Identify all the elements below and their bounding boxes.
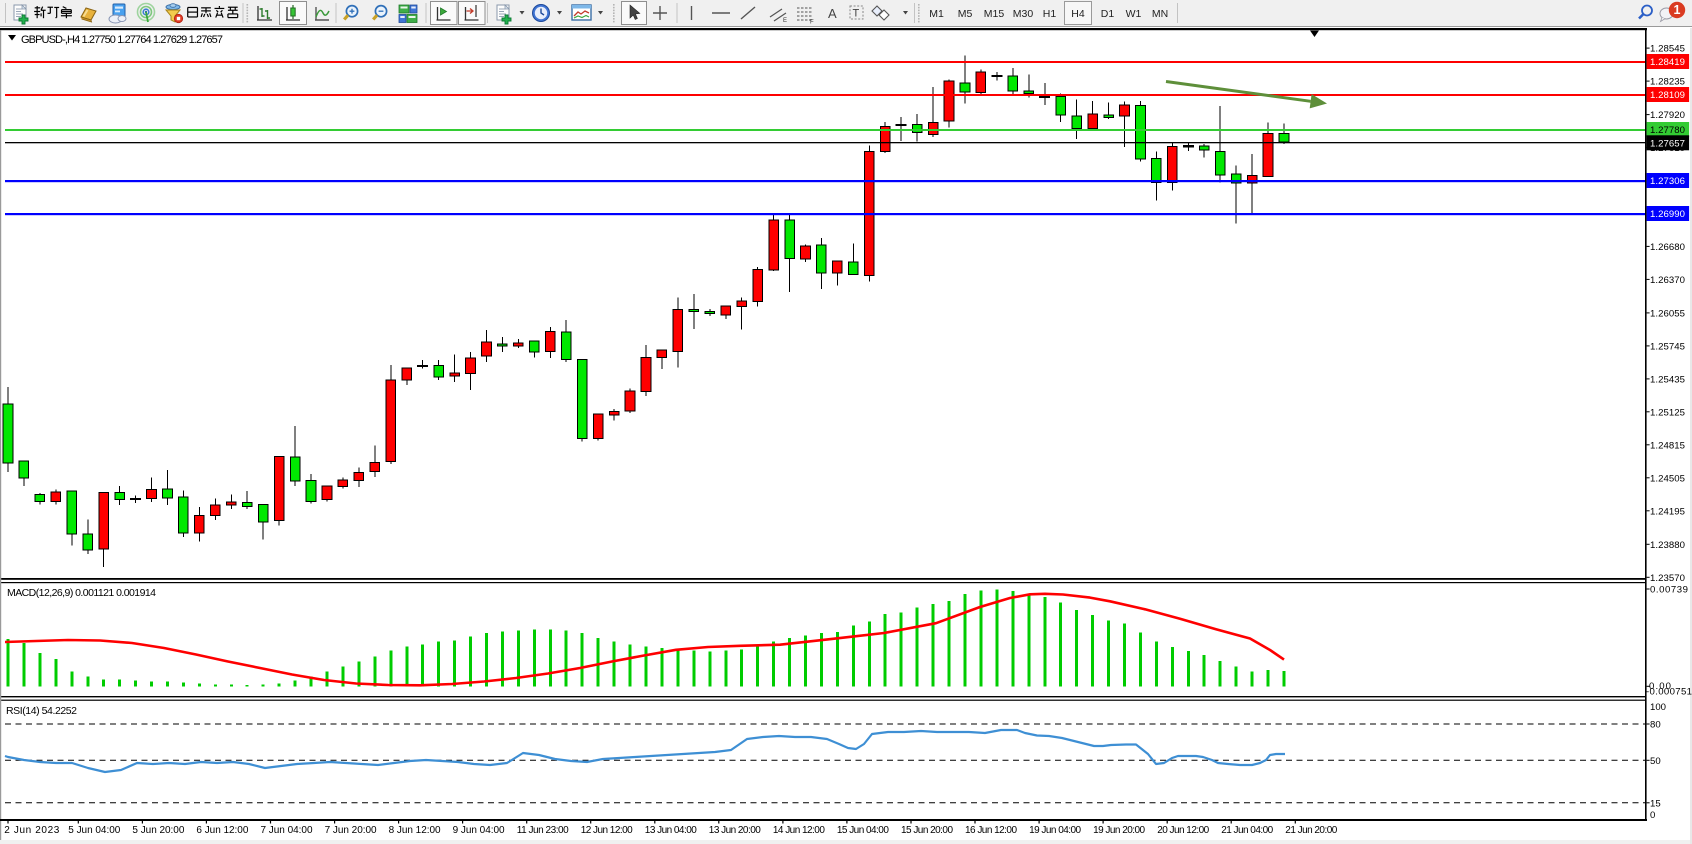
svg-text:21 Jun 04:00: 21 Jun 04:00 bbox=[1221, 825, 1273, 836]
svg-text:MN: MN bbox=[1152, 8, 1168, 20]
svg-text:1.26370: 1.26370 bbox=[1650, 275, 1685, 286]
svg-text:1.28235: 1.28235 bbox=[1650, 77, 1685, 88]
svg-text:6 Jun 12:00: 6 Jun 12:00 bbox=[196, 825, 248, 836]
svg-text:19 Jun 04:00: 19 Jun 04:00 bbox=[1029, 825, 1081, 836]
svg-text:1.27780: 1.27780 bbox=[1650, 125, 1685, 136]
svg-text:D1: D1 bbox=[1101, 8, 1115, 20]
svg-text:E: E bbox=[783, 18, 787, 24]
svg-text:1.24195: 1.24195 bbox=[1650, 506, 1685, 517]
svg-text:7 Jun 20:00: 7 Jun 20:00 bbox=[325, 825, 377, 836]
svg-text:80: 80 bbox=[1650, 720, 1661, 731]
svg-text:50: 50 bbox=[1650, 756, 1661, 767]
svg-text:1.28545: 1.28545 bbox=[1650, 44, 1685, 55]
svg-text:2 Jun 2023: 2 Jun 2023 bbox=[4, 825, 59, 836]
svg-text:0.00739: 0.00739 bbox=[1650, 585, 1688, 596]
svg-text:1.24815: 1.24815 bbox=[1650, 440, 1685, 451]
svg-text:1.28419: 1.28419 bbox=[1650, 57, 1685, 68]
svg-text:-0.000751: -0.000751 bbox=[1646, 687, 1692, 698]
svg-text:1.26055: 1.26055 bbox=[1650, 309, 1685, 320]
svg-text:15 Jun 04:00: 15 Jun 04:00 bbox=[837, 825, 889, 836]
svg-text:20 Jun 12:00: 20 Jun 12:00 bbox=[1157, 825, 1209, 836]
svg-text:14 Jun 12:00: 14 Jun 12:00 bbox=[773, 825, 825, 836]
svg-text:7 Jun 04:00: 7 Jun 04:00 bbox=[261, 825, 313, 836]
svg-text:16 Jun 12:00: 16 Jun 12:00 bbox=[965, 825, 1017, 836]
svg-text:F: F bbox=[810, 20, 814, 26]
svg-text:21 Jun 20:00: 21 Jun 20:00 bbox=[1285, 825, 1337, 836]
svg-text:1.24505: 1.24505 bbox=[1650, 473, 1685, 484]
svg-text:5 Jun 04:00: 5 Jun 04:00 bbox=[68, 825, 120, 836]
svg-text:1.23570: 1.23570 bbox=[1650, 573, 1685, 584]
svg-text:1.25745: 1.25745 bbox=[1650, 342, 1685, 353]
svg-text:15: 15 bbox=[1650, 798, 1661, 809]
svg-text:MACD(12,26,9) 0.001121 0.00191: MACD(12,26,9) 0.001121 0.001914 bbox=[7, 587, 156, 599]
svg-text:RSI(14) 54.2252: RSI(14) 54.2252 bbox=[6, 705, 77, 717]
svg-text:8 Jun 12:00: 8 Jun 12:00 bbox=[389, 825, 441, 836]
svg-text:13 Jun 20:00: 13 Jun 20:00 bbox=[709, 825, 761, 836]
svg-text:5 Jun 20:00: 5 Jun 20:00 bbox=[132, 825, 184, 836]
svg-text:13 Jun 04:00: 13 Jun 04:00 bbox=[645, 825, 697, 836]
svg-text:1: 1 bbox=[1674, 3, 1681, 17]
svg-text:19 Jun 20:00: 19 Jun 20:00 bbox=[1093, 825, 1145, 836]
svg-text:1.23880: 1.23880 bbox=[1650, 540, 1685, 551]
svg-text:M1: M1 bbox=[929, 8, 944, 20]
svg-text:1.26990: 1.26990 bbox=[1650, 209, 1685, 220]
svg-text:1.27920: 1.27920 bbox=[1650, 110, 1685, 121]
svg-text:M30: M30 bbox=[1013, 8, 1034, 20]
svg-text:1.25125: 1.25125 bbox=[1650, 407, 1685, 418]
svg-text:A: A bbox=[828, 6, 837, 21]
svg-text:1.25435: 1.25435 bbox=[1650, 375, 1685, 386]
svg-text:1.28109: 1.28109 bbox=[1650, 90, 1685, 101]
svg-text:0.00: 0.00 bbox=[1649, 681, 1671, 692]
svg-text:1.26680: 1.26680 bbox=[1650, 242, 1685, 253]
svg-text:W1: W1 bbox=[1126, 8, 1142, 20]
svg-text:1.27306: 1.27306 bbox=[1650, 176, 1685, 187]
svg-text:15 Jun 20:00: 15 Jun 20:00 bbox=[901, 825, 953, 836]
svg-text:T: T bbox=[853, 8, 860, 20]
svg-text:12 Jun 12:00: 12 Jun 12:00 bbox=[581, 825, 633, 836]
svg-text:GBPUSD-,H4 1.27750 1.27764 1.: GBPUSD-,H4 1.27750 1.27764 1.27629 1.276… bbox=[21, 34, 223, 46]
svg-text:M5: M5 bbox=[958, 8, 973, 20]
svg-text:H4: H4 bbox=[1071, 8, 1085, 20]
svg-text:1.27657: 1.27657 bbox=[1650, 138, 1685, 149]
svg-text:H1: H1 bbox=[1043, 8, 1057, 20]
svg-text:9 Jun 04:00: 9 Jun 04:00 bbox=[453, 825, 505, 836]
svg-text:0: 0 bbox=[1650, 810, 1655, 821]
svg-text:100: 100 bbox=[1650, 702, 1666, 713]
svg-text:M15: M15 bbox=[984, 8, 1005, 20]
svg-text:11 Jun 23:00: 11 Jun 23:00 bbox=[517, 825, 569, 836]
